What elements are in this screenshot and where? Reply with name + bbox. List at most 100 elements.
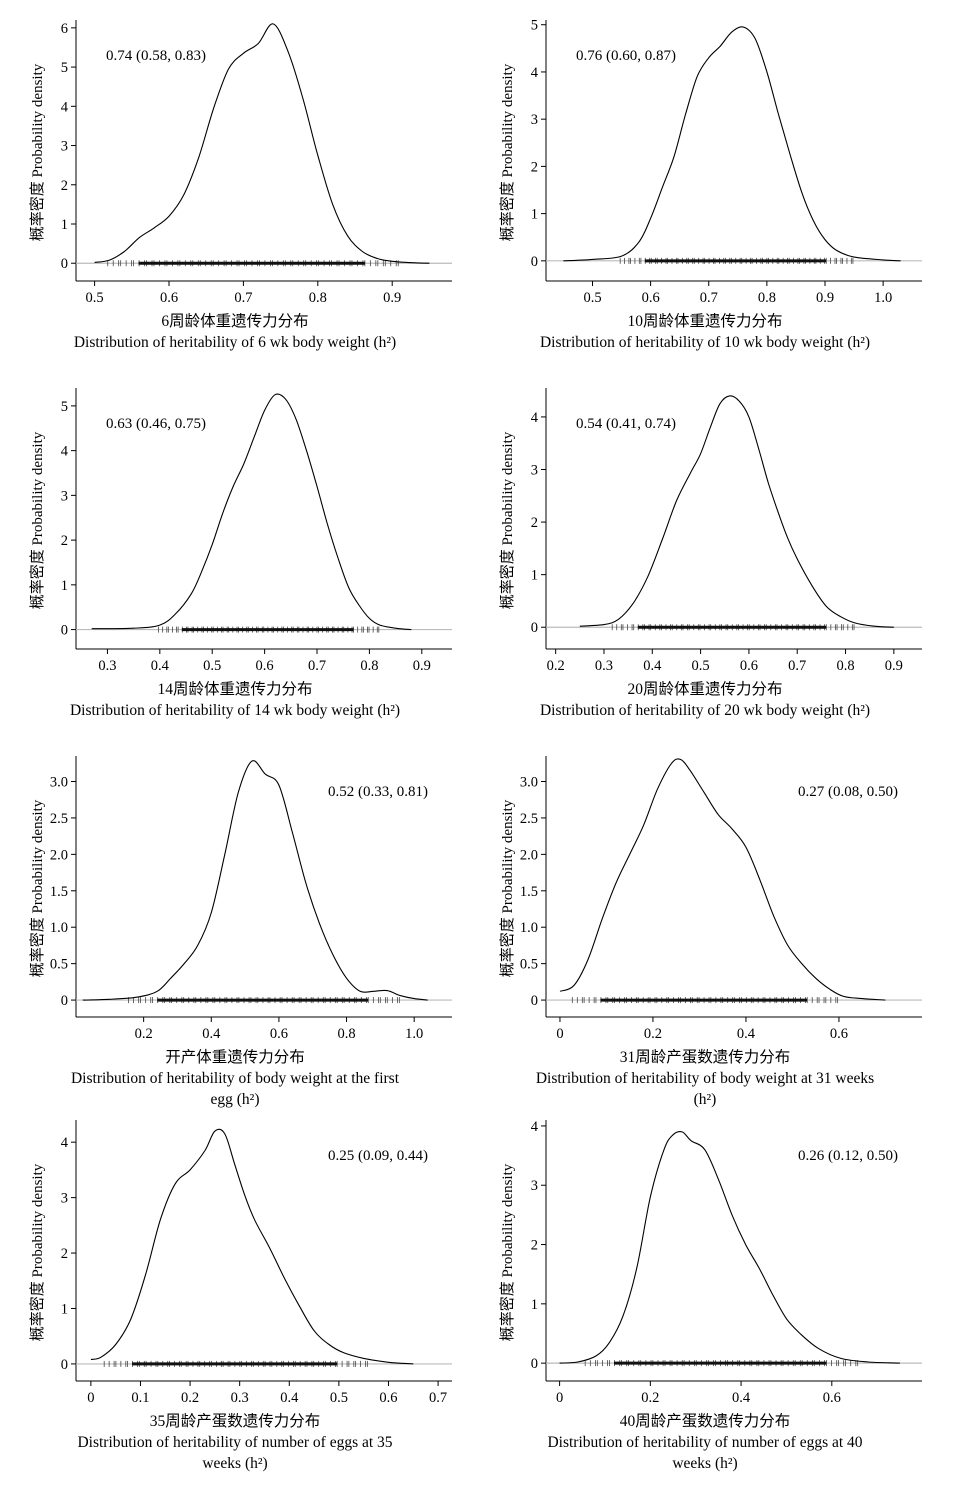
density-panel-3: 0 1 2 3 4 5 0.3 0.4 0.5 0.6 0.7 0.8 0.9 概率密度 Probabil… xyxy=(0,368,470,738)
y-tick-label: 1 xyxy=(531,568,538,584)
median-ci-annotation: 0.25 (0.09, 0.44) xyxy=(328,1148,428,1164)
y-axis-label: 概率密度 Probability density xyxy=(499,1163,516,1341)
median-ci-annotation: 0.54 (0.41, 0.74) xyxy=(576,416,676,432)
x-tick-label: 0.4 xyxy=(737,1026,756,1042)
y-tick-label: 3 xyxy=(531,462,538,478)
y-tick-label: 0 xyxy=(531,993,538,1009)
x-tick-label: 0.6 xyxy=(830,1026,848,1042)
y-tick-label: 2 xyxy=(531,159,538,175)
caption-chinese: 40周龄产蛋数遗传力分布 xyxy=(619,1413,791,1430)
x-tick-label: 0.6 xyxy=(160,290,178,306)
rug-marks xyxy=(611,624,855,631)
caption-english: Distribution of heritability of 20 wk bo… xyxy=(539,702,871,719)
y-tick-label: 3 xyxy=(61,1191,68,1207)
x-tick-label: 0.8 xyxy=(360,658,378,674)
x-tick-label: 0.5 xyxy=(583,290,601,306)
x-tick-label: 0.3 xyxy=(231,1390,249,1406)
y-axis-label: 概率密度 Probability density xyxy=(499,63,516,241)
density-panel-4: 0 1 2 3 4 0.2 0.3 0.4 0.5 0.6 0.7 0.8 0.9 概率密度 Probab… xyxy=(470,368,940,738)
y-tick-label: 1 xyxy=(531,1297,538,1313)
y-tick-label: 1.0 xyxy=(520,920,538,936)
y-tick-label: 4 xyxy=(531,410,539,426)
y-tick-label: 3 xyxy=(61,488,68,504)
x-tick-label: 0.8 xyxy=(309,290,327,306)
density-curve xyxy=(563,26,901,262)
y-axis-label: 概率密度 Probability density xyxy=(499,799,516,977)
y-tick-label: 1.5 xyxy=(520,884,538,900)
x-tick-label: 0.5 xyxy=(86,290,104,306)
x-tick-label: 0.7 xyxy=(700,290,718,306)
y-axis-label: 概率密度 Probability density xyxy=(29,431,46,609)
x-tick-label: 0.9 xyxy=(383,290,401,306)
density-panel-1: 0 1 2 3 4 5 6 0.5 0.6 0.7 0.8 0.9 概率密度 Probability d… xyxy=(0,0,470,370)
density-plot: 0 1 2 3 4 0 0.2 0.4 0.6 概率密度 Probability density 0… xyxy=(499,1119,922,1406)
density-panel-5: 0 0.5 1.0 1.5 2.0 2.5 3.0 0.2 0.4 0.6 0.8 1.0 概率密度 P… xyxy=(0,736,470,1108)
x-tick-label: 0.6 xyxy=(379,1390,397,1406)
x-tick-label: 0 xyxy=(87,1390,94,1406)
x-tick-label: 0.8 xyxy=(836,658,854,674)
x-tick-label: 0.9 xyxy=(413,658,431,674)
caption-english: Distribution of heritability of body wei… xyxy=(70,1070,400,1108)
x-tick-label: 0.8 xyxy=(337,1026,355,1042)
density-panel-7: 0 1 2 3 4 0 0.1 0.2 0.3 0.4 0.5 0.6 0.7 概率密度 Probabil… xyxy=(0,1100,470,1472)
caption-chinese: 10周龄体重遗传力分布 xyxy=(627,313,783,330)
x-tick-label: 0.6 xyxy=(823,1390,841,1406)
density-curve xyxy=(90,1128,414,1365)
y-tick-label: 1 xyxy=(531,207,538,223)
y-tick-label: 3 xyxy=(531,112,538,128)
y-tick-label: 2 xyxy=(61,1246,68,1262)
y-tick-label: 2.0 xyxy=(520,847,538,863)
caption-chinese: 14周龄体重遗传力分布 xyxy=(157,681,313,698)
y-tick-label: 0 xyxy=(61,1357,68,1373)
density-plot: 0 1 2 3 4 0.2 0.3 0.4 0.5 0.6 0.7 0.8 0.9 概率密度 Probab… xyxy=(499,388,922,674)
y-tick-label: 3.0 xyxy=(50,775,68,791)
y-tick-label: 3 xyxy=(531,1178,538,1194)
x-tick-label: 0.8 xyxy=(758,290,776,306)
median-ci-annotation: 0.76 (0.60, 0.87) xyxy=(576,48,676,64)
y-tick-label: 2 xyxy=(61,533,68,549)
x-tick-label: 0.6 xyxy=(256,658,274,674)
caption-english: Distribution of heritability of body wei… xyxy=(535,1070,875,1108)
panel-caption: 开产体重遗传力分布 Distribution of heritability of… xyxy=(0,1047,470,1110)
x-tick-label: 0.9 xyxy=(816,290,834,306)
rug-marks xyxy=(103,1360,368,1367)
y-tick-label: 5 xyxy=(61,399,68,415)
x-tick-label: 0.6 xyxy=(740,658,758,674)
x-tick-label: 0.4 xyxy=(643,658,662,674)
y-tick-label: 0 xyxy=(531,620,538,636)
caption-chinese: 开产体重遗传力分布 xyxy=(165,1049,305,1066)
x-tick-label: 0.1 xyxy=(131,1390,149,1406)
y-tick-label: 3.0 xyxy=(520,775,538,791)
density-panel-8: 0 1 2 3 4 0 0.2 0.4 0.6 概率密度 Probability density 0… xyxy=(470,1100,940,1472)
y-tick-label: 2.5 xyxy=(50,811,68,827)
x-tick-label: 0.9 xyxy=(885,658,903,674)
x-tick-label: 0 xyxy=(556,1390,563,1406)
x-tick-label: 0.4 xyxy=(280,1390,299,1406)
y-tick-label: 2.5 xyxy=(520,811,538,827)
panel-caption: 31周龄产蛋数遗传力分布 Distribution of heritability… xyxy=(470,1047,940,1110)
x-tick-label: 0.2 xyxy=(644,1026,662,1042)
y-tick-label: 4 xyxy=(61,1135,69,1151)
y-tick-label: 0 xyxy=(61,623,68,639)
y-tick-label: 2 xyxy=(531,515,538,531)
panel-caption: 14周龄体重遗传力分布 Distribution of heritability … xyxy=(0,679,470,721)
median-ci-annotation: 0.26 (0.12, 0.50) xyxy=(798,1148,898,1164)
density-curve xyxy=(559,1130,900,1364)
caption-chinese: 31周龄产蛋数遗传力分布 xyxy=(619,1049,791,1066)
median-ci-annotation: 0.27 (0.08, 0.50) xyxy=(798,784,898,800)
x-tick-label: 0.4 xyxy=(202,1026,221,1042)
y-tick-label: 0 xyxy=(531,1356,538,1372)
y-tick-label: 2 xyxy=(61,178,68,194)
density-curve xyxy=(82,760,428,1001)
x-tick-label: 0.4 xyxy=(732,1390,751,1406)
x-tick-label: 0.6 xyxy=(642,290,660,306)
x-tick-label: 0.5 xyxy=(203,658,221,674)
caption-english: Distribution of heritability of number o… xyxy=(547,1434,863,1472)
x-tick-label: 0.5 xyxy=(330,1390,348,1406)
panel-caption: 35周龄产蛋数遗传力分布 Distribution of heritability… xyxy=(0,1411,470,1474)
rug-marks xyxy=(158,626,380,633)
caption-chinese: 35周龄产蛋数遗传力分布 xyxy=(149,1413,321,1430)
y-tick-label: 0 xyxy=(61,256,68,272)
y-tick-label: 3 xyxy=(61,139,68,155)
